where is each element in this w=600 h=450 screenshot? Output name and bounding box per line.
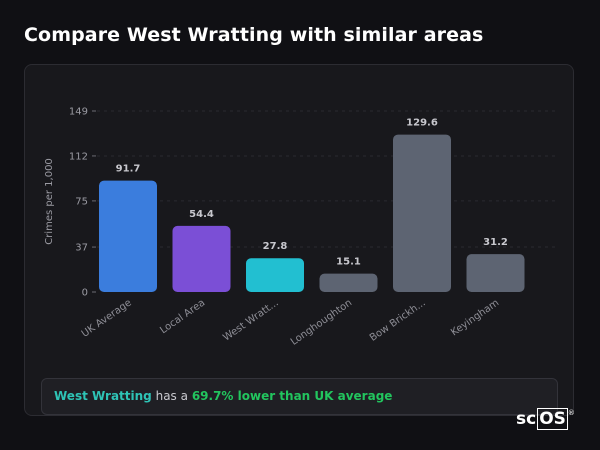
y-tick-label: 0 xyxy=(82,288,88,299)
y-tick-label: 112 xyxy=(69,151,88,162)
y-tick-label: 149 xyxy=(69,107,88,118)
bar-chart: 0 37 75 112 149 Crimes per 1,000 91.7 UK Averag… xyxy=(44,107,555,348)
bar-value-label: 91.7 xyxy=(116,164,141,175)
brand-prefix: sc xyxy=(516,409,537,429)
bar-value-label: 27.8 xyxy=(263,241,288,252)
x-category-label: Local Area xyxy=(158,297,207,336)
bar xyxy=(319,273,378,292)
brand-logo: sc OS ® xyxy=(516,408,575,430)
x-category-label: Bow Brickh... xyxy=(368,297,428,343)
bar-value-label: 129.6 xyxy=(406,118,438,129)
bar-value-label: 15.1 xyxy=(336,257,361,268)
summary-area-name: West Wratting xyxy=(54,389,152,403)
x-category-label: Longhoughton xyxy=(289,297,354,347)
bar-value-label: 54.4 xyxy=(189,209,214,220)
brand-boxed: OS xyxy=(537,408,568,430)
summary-middle-text: has a xyxy=(155,389,188,403)
bar-value-label: 31.2 xyxy=(483,237,508,248)
summary-box: West Wratting has a 69.7% lower than UK … xyxy=(41,378,558,415)
bar xyxy=(393,134,451,292)
x-category-label: UK Average xyxy=(80,297,134,339)
bar xyxy=(466,254,525,292)
y-tick-label: 37 xyxy=(75,243,88,254)
bar xyxy=(99,180,157,292)
x-category-label: Keyingham xyxy=(449,297,501,338)
y-axis-title: Crimes per 1,000 xyxy=(44,158,55,245)
x-category-label: West Wratt... xyxy=(221,297,280,343)
summary-difference: 69.7% lower than UK average xyxy=(191,389,393,403)
brand-reg-mark: ® xyxy=(567,409,575,417)
page-title: Compare West Wratting with similar areas xyxy=(24,24,484,46)
bar xyxy=(172,225,231,292)
y-tick-label: 75 xyxy=(75,196,88,207)
bar xyxy=(246,258,304,292)
chart-card: 0 37 75 112 149 Crimes per 1,000 91.7 UK Averag… xyxy=(24,64,574,416)
